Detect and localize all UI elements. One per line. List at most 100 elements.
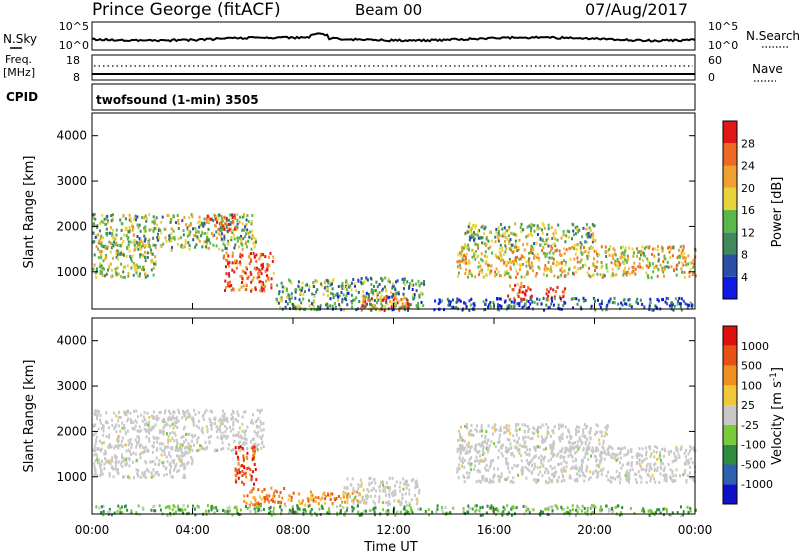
heatmap-cell	[562, 466, 565, 470]
heatmap-cell	[102, 266, 105, 270]
heatmap-cell	[280, 298, 283, 302]
heatmap-cell	[301, 281, 304, 285]
heatmap-cell	[106, 245, 109, 249]
heatmap-cell	[562, 290, 565, 294]
nsky-panel	[91, 21, 696, 51]
heatmap-cell	[513, 454, 515, 458]
heatmap-cell	[589, 470, 592, 474]
heatmap-cell	[557, 306, 560, 310]
heatmap-cell	[236, 236, 239, 240]
heatmap-cell	[596, 431, 598, 435]
heatmap-cell	[165, 445, 168, 449]
heatmap-cell	[547, 237, 550, 241]
heatmap-cell	[143, 470, 146, 474]
heatmap-cell	[364, 494, 367, 498]
heatmap-cell	[688, 465, 691, 469]
heatmap-cell	[271, 494, 274, 498]
heatmap-cell	[661, 266, 664, 270]
heatmap-cell	[127, 240, 130, 244]
heatmap-cell	[514, 283, 517, 287]
heatmap-cell	[472, 235, 475, 239]
heatmap-cell	[680, 445, 683, 449]
heatmap-cell	[498, 234, 501, 238]
heatmap-cell	[521, 423, 524, 427]
heatmap-cell	[416, 500, 419, 504]
heatmap-cell	[416, 482, 419, 486]
heatmap-cell	[521, 305, 524, 309]
heatmap-cell	[241, 269, 244, 273]
heatmap-cell	[346, 485, 349, 489]
heatmap-cell	[337, 495, 340, 498]
heatmap-cell	[467, 243, 470, 247]
heatmap-cell	[331, 292, 334, 296]
heatmap-cell	[530, 297, 533, 301]
heatmap-cell	[511, 243, 514, 247]
heatmap-cell	[375, 489, 378, 493]
cpid-text: twofsound (1-min) 3505	[96, 93, 259, 107]
heatmap-cell	[545, 238, 548, 242]
heatmap-cell	[566, 447, 569, 451]
heatmap-cell	[121, 439, 123, 443]
heatmap-cell	[459, 425, 462, 429]
heatmap-cell	[234, 446, 237, 449]
velocity-ylabel: Slant Range [km]	[22, 360, 37, 473]
heatmap-cell	[264, 269, 267, 273]
heatmap-cell	[374, 502, 377, 506]
heatmap-cell	[566, 435, 568, 439]
heatmap-cell	[522, 470, 524, 474]
heatmap-cell	[261, 441, 263, 445]
heatmap-cell	[500, 452, 503, 456]
heatmap-cell	[568, 230, 571, 234]
heatmap-cell	[375, 280, 378, 284]
heatmap-cell	[92, 448, 95, 452]
heatmap-cell	[479, 454, 482, 458]
heatmap-cell	[122, 275, 125, 279]
heatmap-cell	[518, 288, 521, 292]
heatmap-cell	[251, 419, 253, 422]
heatmap-cell	[576, 225, 579, 229]
heatmap-cell	[675, 445, 678, 449]
heatmap-cell	[364, 295, 367, 299]
heatmap-cell	[313, 295, 316, 299]
heatmap-cell	[538, 298, 541, 302]
heatmap-cell	[691, 261, 694, 265]
heatmap-cell	[649, 479, 652, 483]
heatmap-cell	[253, 255, 256, 259]
heatmap-cell	[417, 507, 420, 511]
heatmap-cell	[272, 255, 275, 259]
heatmap-cell	[496, 467, 499, 471]
heatmap-cell	[93, 424, 96, 427]
heatmap-cell	[234, 243, 237, 247]
heatmap-cell	[415, 304, 418, 307]
heatmap-cell	[275, 490, 278, 494]
heatmap-cell	[597, 298, 599, 302]
heatmap-cell	[387, 492, 390, 496]
heatmap-cell	[209, 434, 212, 438]
heatmap-cell	[349, 495, 352, 499]
heatmap-cell	[103, 467, 106, 471]
heatmap-cell	[137, 265, 140, 269]
heatmap-cell	[127, 448, 130, 452]
heatmap-cell	[592, 273, 595, 277]
heatmap-cell	[528, 463, 531, 467]
heatmap-cell	[264, 498, 267, 502]
heatmap-cell	[331, 287, 334, 291]
heatmap-cell	[553, 466, 556, 470]
heatmap-cell	[485, 468, 488, 472]
heatmap-cell	[253, 449, 256, 453]
heatmap-cell	[120, 505, 123, 509]
heatmap-cell	[324, 497, 327, 501]
heatmap-cell	[159, 245, 162, 249]
heatmap-cell	[143, 216, 146, 220]
heatmap-cell	[468, 462, 471, 466]
colorbar-tick-label: -25	[741, 419, 759, 432]
heatmap-cell	[357, 290, 360, 294]
heatmap-cell	[574, 226, 577, 230]
heatmap-cell	[241, 470, 244, 473]
heatmap-cell	[171, 447, 174, 451]
heatmap-cell	[204, 411, 206, 414]
heatmap-cell	[468, 308, 471, 312]
heatmap-cell	[346, 303, 349, 307]
heatmap-cell	[116, 509, 119, 513]
colorbar-segment	[723, 232, 737, 255]
